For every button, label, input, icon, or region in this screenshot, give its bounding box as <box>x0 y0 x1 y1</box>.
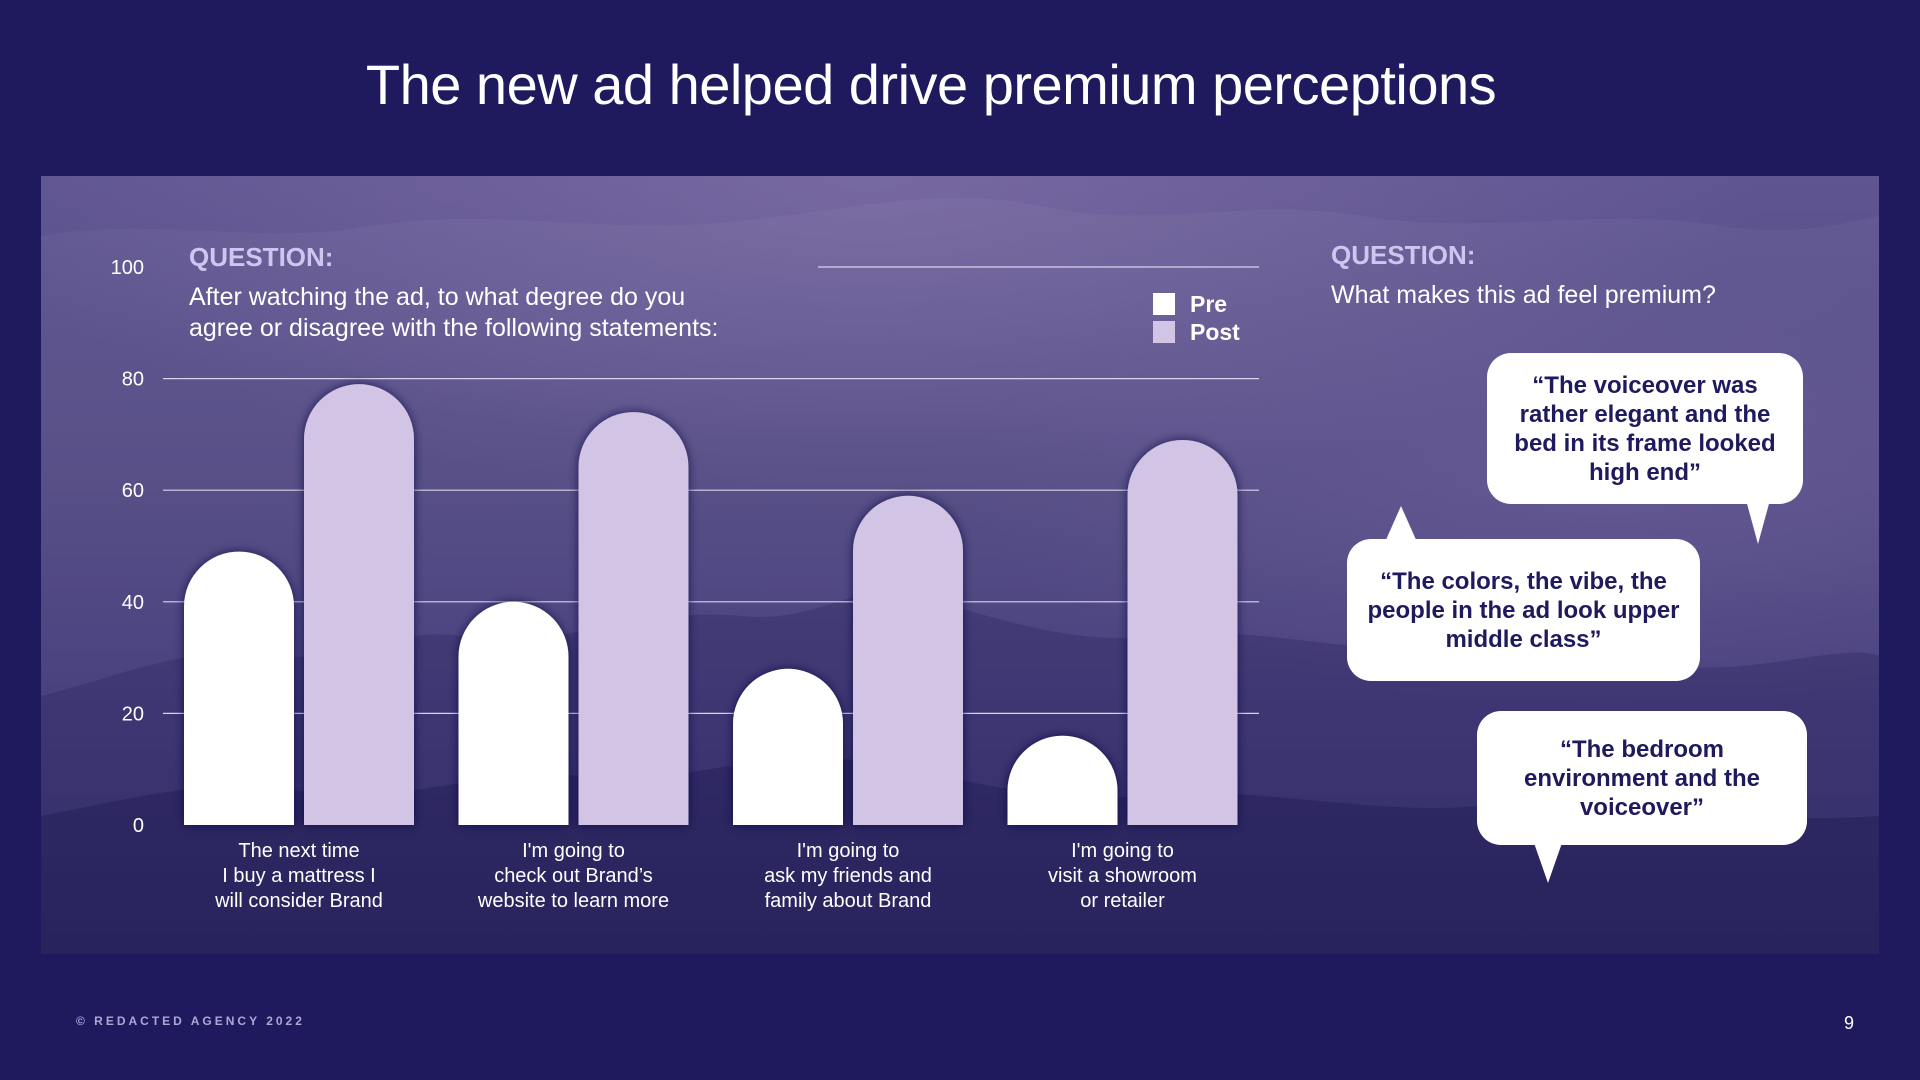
bar-post-4 <box>1127 439 1238 825</box>
x-axis-labels: The next time I buy a mattress I will cons… <box>214 840 1197 912</box>
legend-item-pre: Pre <box>1153 290 1240 318</box>
x-axis-label-2-line-3: website to learn more <box>477 890 669 912</box>
bar-chart: 0 20 40 60 80 100 The next time I buy a mattre… <box>111 257 1259 912</box>
chart-legend: Pre Post <box>1153 290 1240 346</box>
y-tick-label: 80 <box>122 369 144 391</box>
quote-bubble-2: “The colors, the vibe, the people in the… <box>1347 539 1700 681</box>
x-axis-label-1-line-3: will consider Brand <box>214 890 383 912</box>
footer-copyright: © REDACTED AGENCY 2022 <box>76 1014 305 1028</box>
x-axis-label-3-line-1: I'm going to <box>797 840 900 862</box>
legend-label-pre: Pre <box>1190 290 1228 317</box>
bar-post-1 <box>304 384 414 825</box>
bar-pre-4 <box>1007 735 1118 825</box>
page-number: 9 <box>1844 1013 1855 1033</box>
y-axis-ticks: 0 20 40 60 80 100 <box>111 257 144 837</box>
left-question-text: After watching the ad, to what degree do… <box>189 282 718 344</box>
right-question-text: What makes this ad feel premium? <box>1331 281 1716 309</box>
x-axis-label-4-line-1: I'm going to <box>1071 840 1174 862</box>
left-question-line-1: After watching the ad, to what degree do… <box>189 283 686 311</box>
bar-pre-3 <box>733 668 843 825</box>
x-axis-label-1-line-2: I buy a mattress I <box>222 865 375 887</box>
quote-bubble-1: “The voiceover was rather elegant and th… <box>1487 353 1803 504</box>
y-tick-label: 20 <box>122 703 144 725</box>
x-axis-label-3-line-3: family about Brand <box>765 890 932 912</box>
quote-bubble-1-tail <box>1746 500 1770 544</box>
content-panel: 0 20 40 60 80 100 The next time I buy a mattre… <box>41 176 1879 954</box>
legend-label-post: Post <box>1190 318 1240 345</box>
legend-swatch-post <box>1153 321 1175 343</box>
bar-pre-1 <box>184 551 294 825</box>
bar-pre-2 <box>458 601 569 825</box>
x-axis-label-2-line-2: check out Brand’s <box>494 865 653 887</box>
y-tick-label: 100 <box>111 257 144 279</box>
x-axis-label-4-line-3: or retailer <box>1080 890 1165 912</box>
x-axis-label-1-line-1: The next time <box>238 840 359 862</box>
left-question-label: QUESTION: <box>189 242 334 272</box>
legend-item-post: Post <box>1153 318 1240 346</box>
legend-swatch-pre <box>1153 293 1175 315</box>
quote-bubble-2-tail <box>1385 506 1417 542</box>
bars <box>184 384 1238 825</box>
bar-post-2 <box>578 412 689 825</box>
x-axis-label-3-line-2: ask my friends and <box>764 865 932 887</box>
slide-title: The new ad helped drive premium percepti… <box>365 53 1497 116</box>
y-tick-label: 40 <box>122 592 144 614</box>
quote-bubble-3: “The bedroom environment and the voiceov… <box>1477 711 1807 845</box>
right-question-label: QUESTION: <box>1331 240 1476 270</box>
y-tick-label: 60 <box>122 480 144 502</box>
x-axis-label-2-line-1: I'm going to <box>522 840 625 862</box>
y-tick-label: 0 <box>133 815 144 837</box>
left-question-line-2: agree or disagree with the following sta… <box>189 314 719 342</box>
x-axis-label-4-line-2: visit a showroom <box>1048 865 1197 887</box>
quote-bubble-3-tail <box>1534 843 1562 883</box>
bar-post-3 <box>853 495 963 825</box>
